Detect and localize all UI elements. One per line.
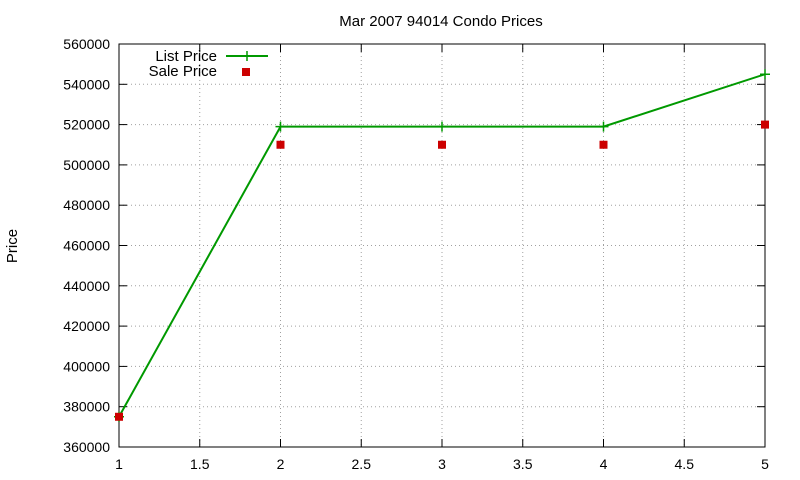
- y-axis-ticks: 360000 380000 400000 420000 440000 460000 4800…: [63, 36, 765, 455]
- y-tick-label: 420000: [63, 318, 110, 334]
- sale-price-point: [276, 140, 285, 149]
- legend-label-list-price: List Price: [155, 48, 217, 65]
- x-tick-label: 2: [277, 456, 285, 472]
- x-tick-label: 1: [115, 456, 123, 472]
- grid: [119, 44, 765, 447]
- y-tick-label: 500000: [63, 157, 110, 173]
- y-tick-label: 380000: [63, 399, 110, 415]
- list-price-point: [760, 69, 770, 80]
- y-tick-label: 560000: [63, 36, 110, 52]
- legend: List Price Sale Price: [149, 48, 268, 80]
- x-tick-label: 4: [600, 456, 608, 472]
- y-tick-label: 520000: [63, 117, 110, 133]
- x-tick-label: 5: [761, 456, 769, 472]
- sale-price-point: [599, 140, 608, 149]
- y-tick-label: 440000: [63, 278, 110, 294]
- legend-marker-list-price: [242, 51, 252, 61]
- sale-price-point: [438, 140, 446, 149]
- legend-marker-sale-price: [242, 68, 250, 76]
- sale-price-point: [115, 412, 123, 421]
- y-tick-label: 540000: [63, 76, 110, 92]
- y-tick-label: 360000: [63, 439, 110, 455]
- y-tick-label: 480000: [63, 197, 110, 213]
- legend-label-sale-price: Sale Price: [149, 63, 217, 80]
- list-price-point: [437, 121, 447, 132]
- y-tick-label: 460000: [63, 238, 110, 254]
- sale-price-point: [761, 120, 769, 129]
- plot-frame: [118, 43, 766, 448]
- y-axis-label: Price: [4, 229, 21, 263]
- x-tick-label: 4.5: [675, 456, 695, 472]
- chart-title: Mar 2007 94014 Condo Prices: [339, 13, 542, 30]
- list-price-point: [275, 121, 286, 132]
- x-tick-label: 3: [438, 456, 446, 472]
- list-price-point: [598, 121, 609, 132]
- x-tick-label: 3.5: [513, 456, 533, 472]
- y-tick-label: 400000: [63, 358, 110, 374]
- x-axis-ticks: 1 1.5 2 2.5 3 3.5 4 4.5 5: [115, 44, 769, 472]
- x-tick-label: 2.5: [352, 456, 372, 472]
- series-layer: [114, 69, 770, 422]
- x-tick-label: 1.5: [190, 456, 210, 472]
